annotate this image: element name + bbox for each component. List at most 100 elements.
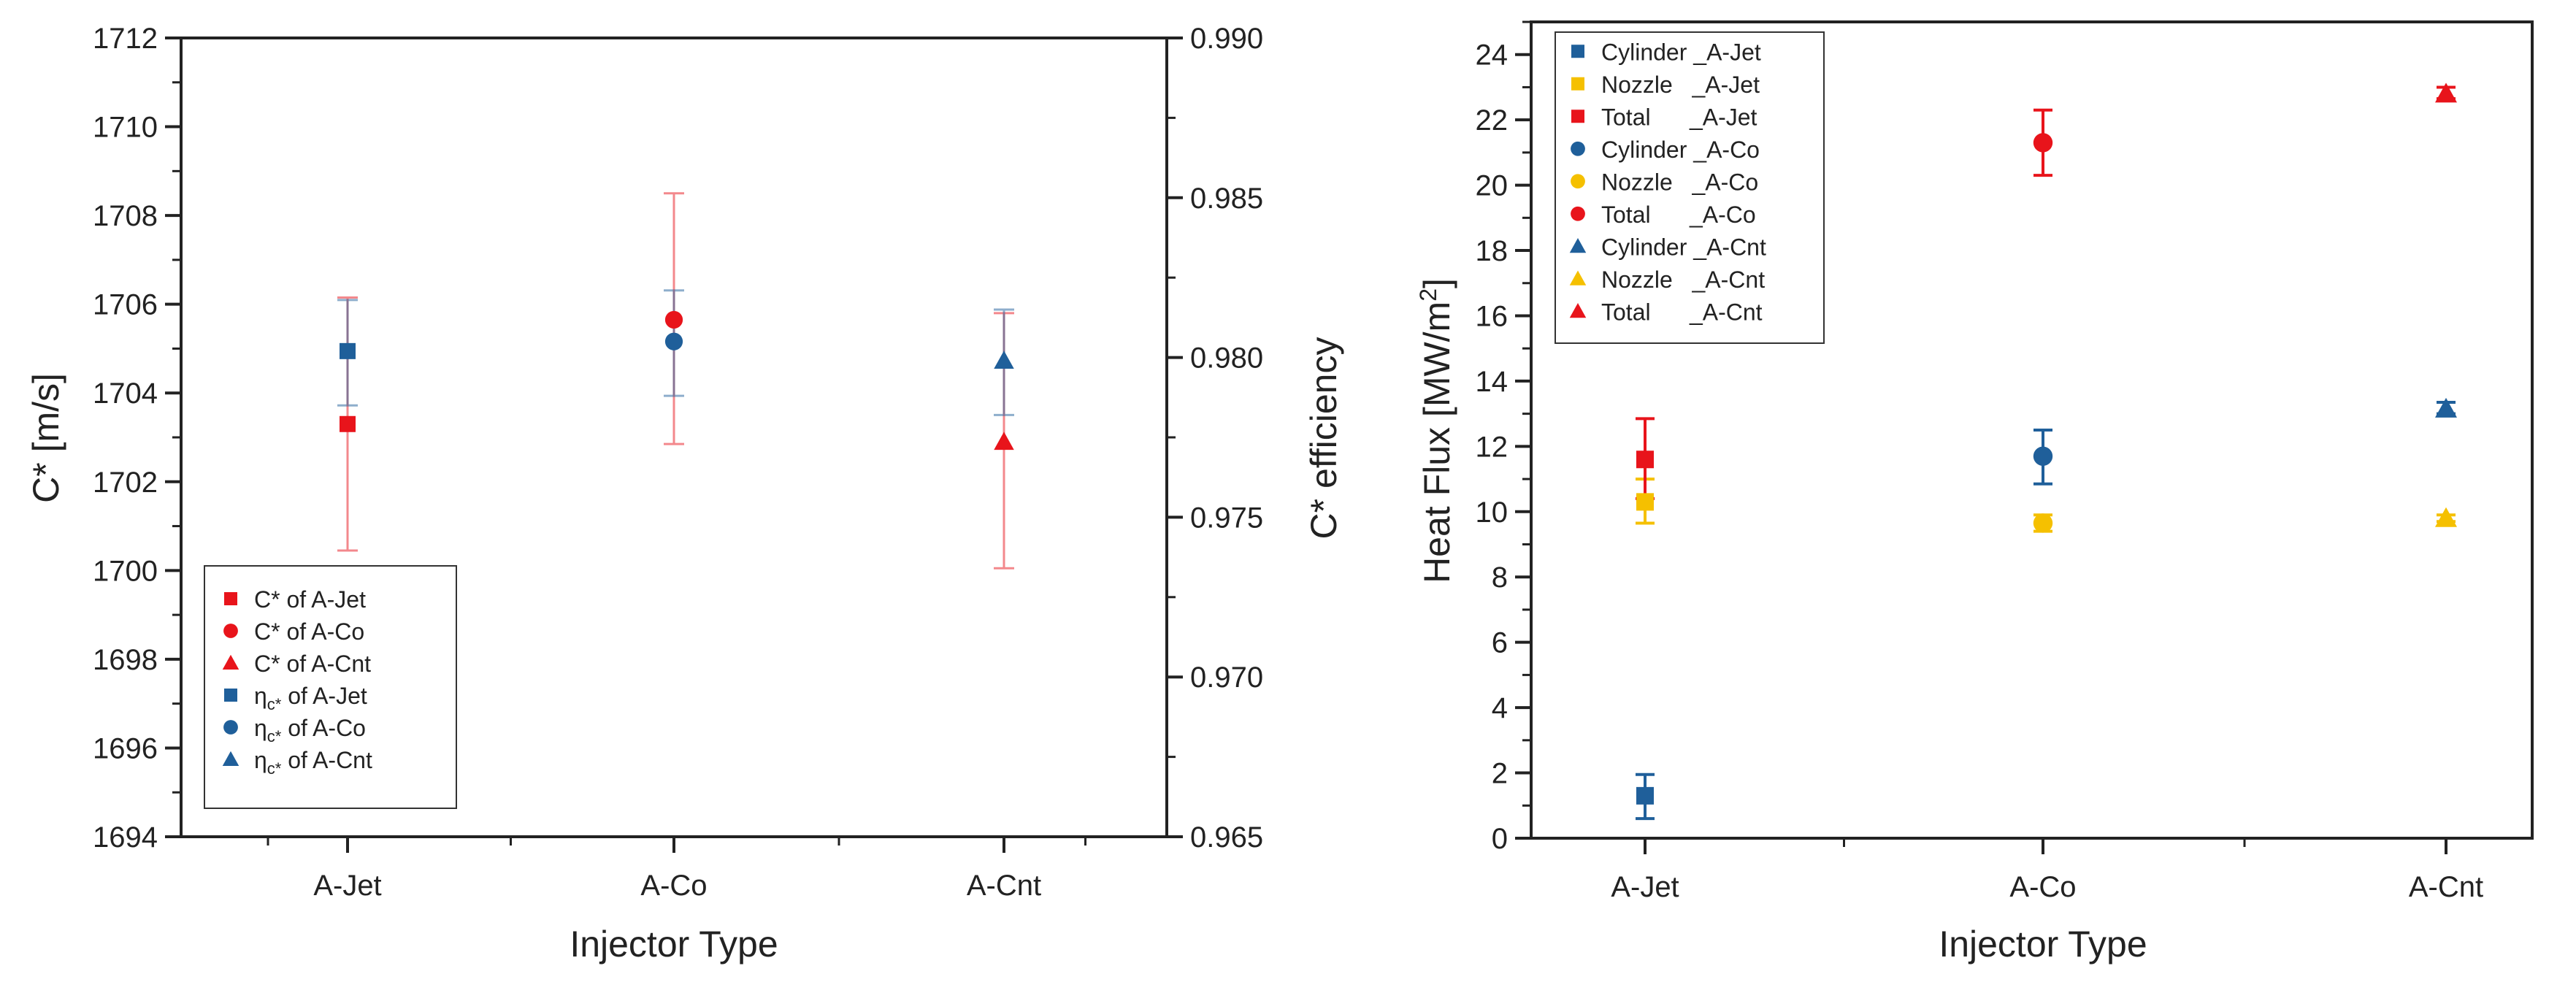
legend-marker xyxy=(224,592,237,605)
data-point xyxy=(994,350,1014,369)
data-point xyxy=(2435,83,2457,103)
legend-label-main: η xyxy=(254,715,267,741)
legend-label-main: η xyxy=(254,747,267,773)
legend-box xyxy=(204,565,457,809)
legend-marker xyxy=(224,689,237,702)
y-tick-label: 20 xyxy=(1476,170,1509,202)
y-axis-label-end: ] xyxy=(1417,278,1457,288)
data-point xyxy=(994,432,1014,451)
data-point xyxy=(2435,507,2457,527)
legend-marker xyxy=(1571,141,1585,156)
data-point xyxy=(340,415,356,432)
y-tick-label: 8 xyxy=(1492,561,1508,594)
y-tick-label: 0 xyxy=(1492,823,1508,855)
legend-label: ηc* of A-Jet xyxy=(254,683,367,713)
legend-marker xyxy=(1571,174,1585,189)
legend-marker xyxy=(222,751,239,766)
x-tick-label: A-Co xyxy=(2009,871,2076,903)
legend-marker xyxy=(1569,270,1587,285)
legend-label: Nozzle _A-Co xyxy=(1601,169,1758,195)
y-axis-label-sup: 2 xyxy=(1415,288,1441,302)
legend-label: C* of A-Co xyxy=(254,618,364,645)
y-tick-label: 6 xyxy=(1492,627,1508,659)
data-point xyxy=(664,332,683,350)
legend-marker xyxy=(1571,45,1584,58)
y-tick-label: 1712 xyxy=(93,23,158,55)
legend-label: Total _A-Cnt xyxy=(1601,299,1763,325)
y2-axis-label: C* efficiency xyxy=(1303,337,1344,540)
y2-tick-label: 0.980 xyxy=(1190,342,1263,375)
data-point xyxy=(1636,493,1654,511)
legend-box xyxy=(1555,31,1825,344)
legend-marker xyxy=(1571,77,1584,91)
y-tick-label: 10 xyxy=(1476,496,1509,529)
y-tick-label: 1696 xyxy=(93,732,158,764)
y-tick-label: 1694 xyxy=(93,821,158,854)
legend-label: Cylinder _A-Jet xyxy=(1601,39,1761,65)
y-tick-label: 2 xyxy=(1492,758,1508,790)
legend-label: Total _A-Jet xyxy=(1601,104,1757,130)
y-tick-label: 1698 xyxy=(93,644,158,676)
y-tick-label: 18 xyxy=(1476,235,1509,267)
legend-label: C* of A-Cnt xyxy=(254,651,371,677)
y2-tick-label: 0.965 xyxy=(1190,821,1263,854)
data-point xyxy=(340,342,356,359)
legend-marker xyxy=(1569,238,1587,253)
x-axis-label: Injector Type xyxy=(1939,924,2147,965)
plot-frame xyxy=(1530,20,2534,840)
legend-label: ηc* of A-Cnt xyxy=(254,747,372,778)
legend-label-main: η xyxy=(254,683,267,709)
y-tick-label: 1710 xyxy=(93,112,158,144)
y-tick-label: 1708 xyxy=(93,200,158,232)
y2-tick-label: 0.975 xyxy=(1190,502,1263,534)
y-tick-label: 12 xyxy=(1476,431,1509,463)
y-axis-label: C* [m/s] xyxy=(26,373,66,503)
legend-label: Nozzle _A-Cnt xyxy=(1601,267,1765,293)
y-tick-label: 24 xyxy=(1476,39,1509,72)
legend-label: Total _A-Co xyxy=(1601,202,1756,228)
x-tick-label: A-Jet xyxy=(1611,871,1679,903)
y-tick-label: 1706 xyxy=(93,289,158,321)
y-tick-label: 22 xyxy=(1476,104,1509,137)
y2-tick-label: 0.970 xyxy=(1190,662,1263,694)
legend-marker xyxy=(1571,206,1585,221)
x-tick-label: A-Cnt xyxy=(2409,871,2483,903)
legend-marker xyxy=(222,654,239,670)
y-tick-label: 1700 xyxy=(93,555,158,587)
legend-label: Nozzle _A-Jet xyxy=(1601,72,1760,98)
data-point xyxy=(664,310,683,329)
data-point xyxy=(1636,786,1654,805)
legend-marker xyxy=(1571,110,1584,123)
y-tick-label: 1702 xyxy=(93,467,158,499)
y2-tick-label: 0.990 xyxy=(1190,23,1263,55)
legend-marker xyxy=(223,720,238,735)
y2-tick-label: 0.985 xyxy=(1190,183,1263,215)
y-tick-label: 14 xyxy=(1476,366,1509,398)
legend-label-sub: c* xyxy=(267,695,282,713)
x-tick-label: A-Co xyxy=(640,870,707,902)
x-tick-label: A-Jet xyxy=(313,870,381,902)
data-point xyxy=(2033,446,2053,466)
y-axis-label-main: Heat Flux [MW/m xyxy=(1417,302,1457,583)
y-tick-label: 4 xyxy=(1492,692,1508,724)
legend-marker xyxy=(1569,303,1587,318)
data-point xyxy=(2033,133,2053,153)
y-tick-label: 16 xyxy=(1476,300,1509,332)
data-point xyxy=(2435,397,2457,418)
legend-label-rest: of A-Cnt xyxy=(281,747,372,773)
legend-label: ηc* of A-Co xyxy=(254,715,366,745)
x-tick-label: A-Cnt xyxy=(967,870,1041,902)
data-point xyxy=(1636,451,1654,469)
legend-label: Cylinder _A-Cnt xyxy=(1601,234,1766,260)
legend-label-sub: c* xyxy=(267,727,282,745)
chart-cstar-efficiency: 1694 1696 1698 1700 1702 1704 1706 1708 1710 1712… xyxy=(26,23,1344,965)
y-axis-label: Heat Flux [MW/m2] xyxy=(1415,278,1457,583)
y-tick-label: 1704 xyxy=(93,377,158,410)
legend-label: Cylinder _A-Co xyxy=(1601,137,1760,163)
x-axis-label: Injector Type xyxy=(570,924,778,965)
legend-label-sub: c* xyxy=(267,759,282,778)
legend-marker xyxy=(223,624,238,638)
legend-label: C* of A-Jet xyxy=(254,586,366,613)
